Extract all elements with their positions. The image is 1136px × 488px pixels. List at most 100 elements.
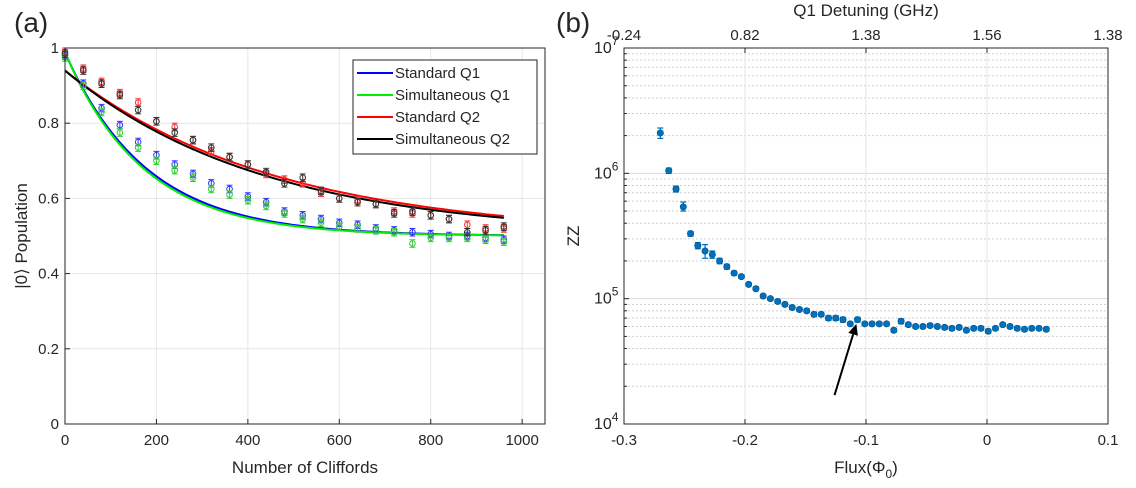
- legend-entry: Simultaneous Q2: [395, 131, 510, 148]
- data-point: [679, 203, 687, 211]
- data-point: [372, 200, 380, 208]
- y-tick-label: 0.2: [38, 341, 59, 358]
- x-tick-label: -0.2: [732, 432, 758, 449]
- top-x-tick-label: 1.38: [1093, 27, 1122, 44]
- x-tick-label: 0: [983, 432, 991, 449]
- panel-b-ylabel: ZZ: [564, 226, 583, 247]
- data-point: [795, 305, 803, 313]
- panel-a-legend: Standard Q1 Simultaneous Q1 Standard Q2 Sim…: [352, 59, 538, 155]
- data-point: [752, 285, 760, 293]
- data-point: [262, 168, 270, 176]
- data-point: [701, 247, 709, 255]
- data-point: [79, 82, 87, 89]
- data-point: [98, 80, 105, 88]
- data-point: [868, 320, 876, 328]
- data-point: [1042, 325, 1050, 333]
- data-point: [372, 227, 380, 234]
- data-point: [226, 153, 233, 161]
- data-point: [854, 316, 862, 324]
- data-point: [774, 297, 782, 305]
- data-point: [335, 223, 343, 230]
- arrow-head: [848, 323, 858, 336]
- data-point: [226, 191, 233, 198]
- data-point: [970, 324, 978, 332]
- panel-b: -0.3 -0.2 -0.1 0 0.1 -0.24 0.82 1.38 1.56 1.38 104…: [556, 1, 1123, 481]
- data-point: [134, 99, 142, 106]
- panel-a-xlabel: Number of Cliffords: [232, 458, 378, 477]
- x-tick-label: 200: [144, 432, 169, 449]
- data-point: [984, 327, 992, 335]
- data-point: [759, 292, 767, 300]
- data-point: [134, 106, 142, 114]
- data-point: [390, 210, 398, 217]
- data-point: [694, 242, 702, 250]
- data-point: [500, 238, 508, 245]
- data-point: [335, 195, 343, 202]
- data-point: [409, 228, 416, 236]
- data-point: [846, 320, 854, 328]
- x-tick-label: 400: [235, 432, 260, 449]
- data-point: [244, 161, 252, 168]
- data-point: [817, 310, 825, 318]
- data-point: [299, 215, 307, 223]
- data-point: [919, 322, 927, 330]
- data-point: [153, 118, 160, 125]
- x-tick-label: 0: [61, 432, 69, 449]
- panel-b-data-points: [656, 127, 1050, 335]
- data-point: [317, 219, 325, 227]
- data-point: [810, 310, 818, 318]
- y-tick-label: 1: [51, 40, 59, 57]
- data-point: [153, 157, 160, 165]
- panel-b-xlabel: Flux(Φ0): [834, 458, 898, 481]
- data-point: [116, 121, 124, 129]
- data-point: [262, 202, 270, 210]
- panel-a-label: (a): [14, 7, 48, 38]
- annotation-arrow: [833, 323, 858, 396]
- top-x-tick-label: -0.24: [607, 27, 641, 44]
- data-point: [672, 185, 680, 193]
- data-point: [171, 129, 179, 136]
- data-point: [912, 322, 920, 330]
- data-point: [116, 129, 124, 136]
- data-point: [463, 228, 471, 236]
- panel-b-top-xlabel: Q1 Detuning (GHz): [793, 1, 939, 20]
- x-tick-label: -0.3: [611, 432, 637, 449]
- data-point: [716, 257, 724, 265]
- data-point: [281, 180, 288, 187]
- panel-a-data-points: [61, 47, 508, 248]
- panel-a-ylabel: |0⟩ Population: [12, 183, 31, 289]
- data-point: [861, 320, 869, 328]
- data-point: [409, 240, 416, 247]
- y-tick-label: 0.6: [38, 190, 59, 207]
- data-point: [207, 144, 215, 151]
- data-point: [955, 323, 963, 331]
- x-tick-label: 0.1: [1098, 432, 1119, 449]
- data-point: [788, 304, 796, 312]
- panel-a-ticks: 0 200 400 600 800 1000 0 0.2 0.4 0.6 0.8 1: [38, 40, 539, 449]
- data-point: [977, 324, 985, 332]
- top-x-tick-label: 1.38: [851, 27, 880, 44]
- data-point: [1013, 324, 1021, 332]
- data-point: [281, 210, 288, 217]
- y-tick-label: 105: [594, 285, 619, 308]
- panel-b-ticks: -0.3 -0.2 -0.1 0 0.1 -0.24 0.82 1.38 1.56 1.38 104…: [594, 27, 1123, 449]
- data-point: [991, 324, 999, 332]
- data-point: [926, 322, 934, 330]
- data-point: [890, 326, 898, 334]
- data-point: [409, 208, 416, 215]
- y-tick-label: 104: [594, 410, 619, 433]
- data-point: [482, 227, 489, 234]
- data-point: [482, 236, 489, 244]
- data-point: [665, 167, 673, 175]
- panel-a-axes-box: [64, 47, 546, 425]
- y-tick-label: 0.8: [38, 115, 59, 132]
- data-point: [1035, 324, 1043, 332]
- panel-b-label: (b): [556, 7, 590, 38]
- legend-entry: Standard Q2: [395, 109, 480, 126]
- data-point: [1028, 324, 1036, 332]
- data-point: [766, 295, 774, 303]
- x-tick-label: 1000: [505, 432, 538, 449]
- data-point: [1006, 322, 1014, 330]
- data-point: [134, 144, 142, 151]
